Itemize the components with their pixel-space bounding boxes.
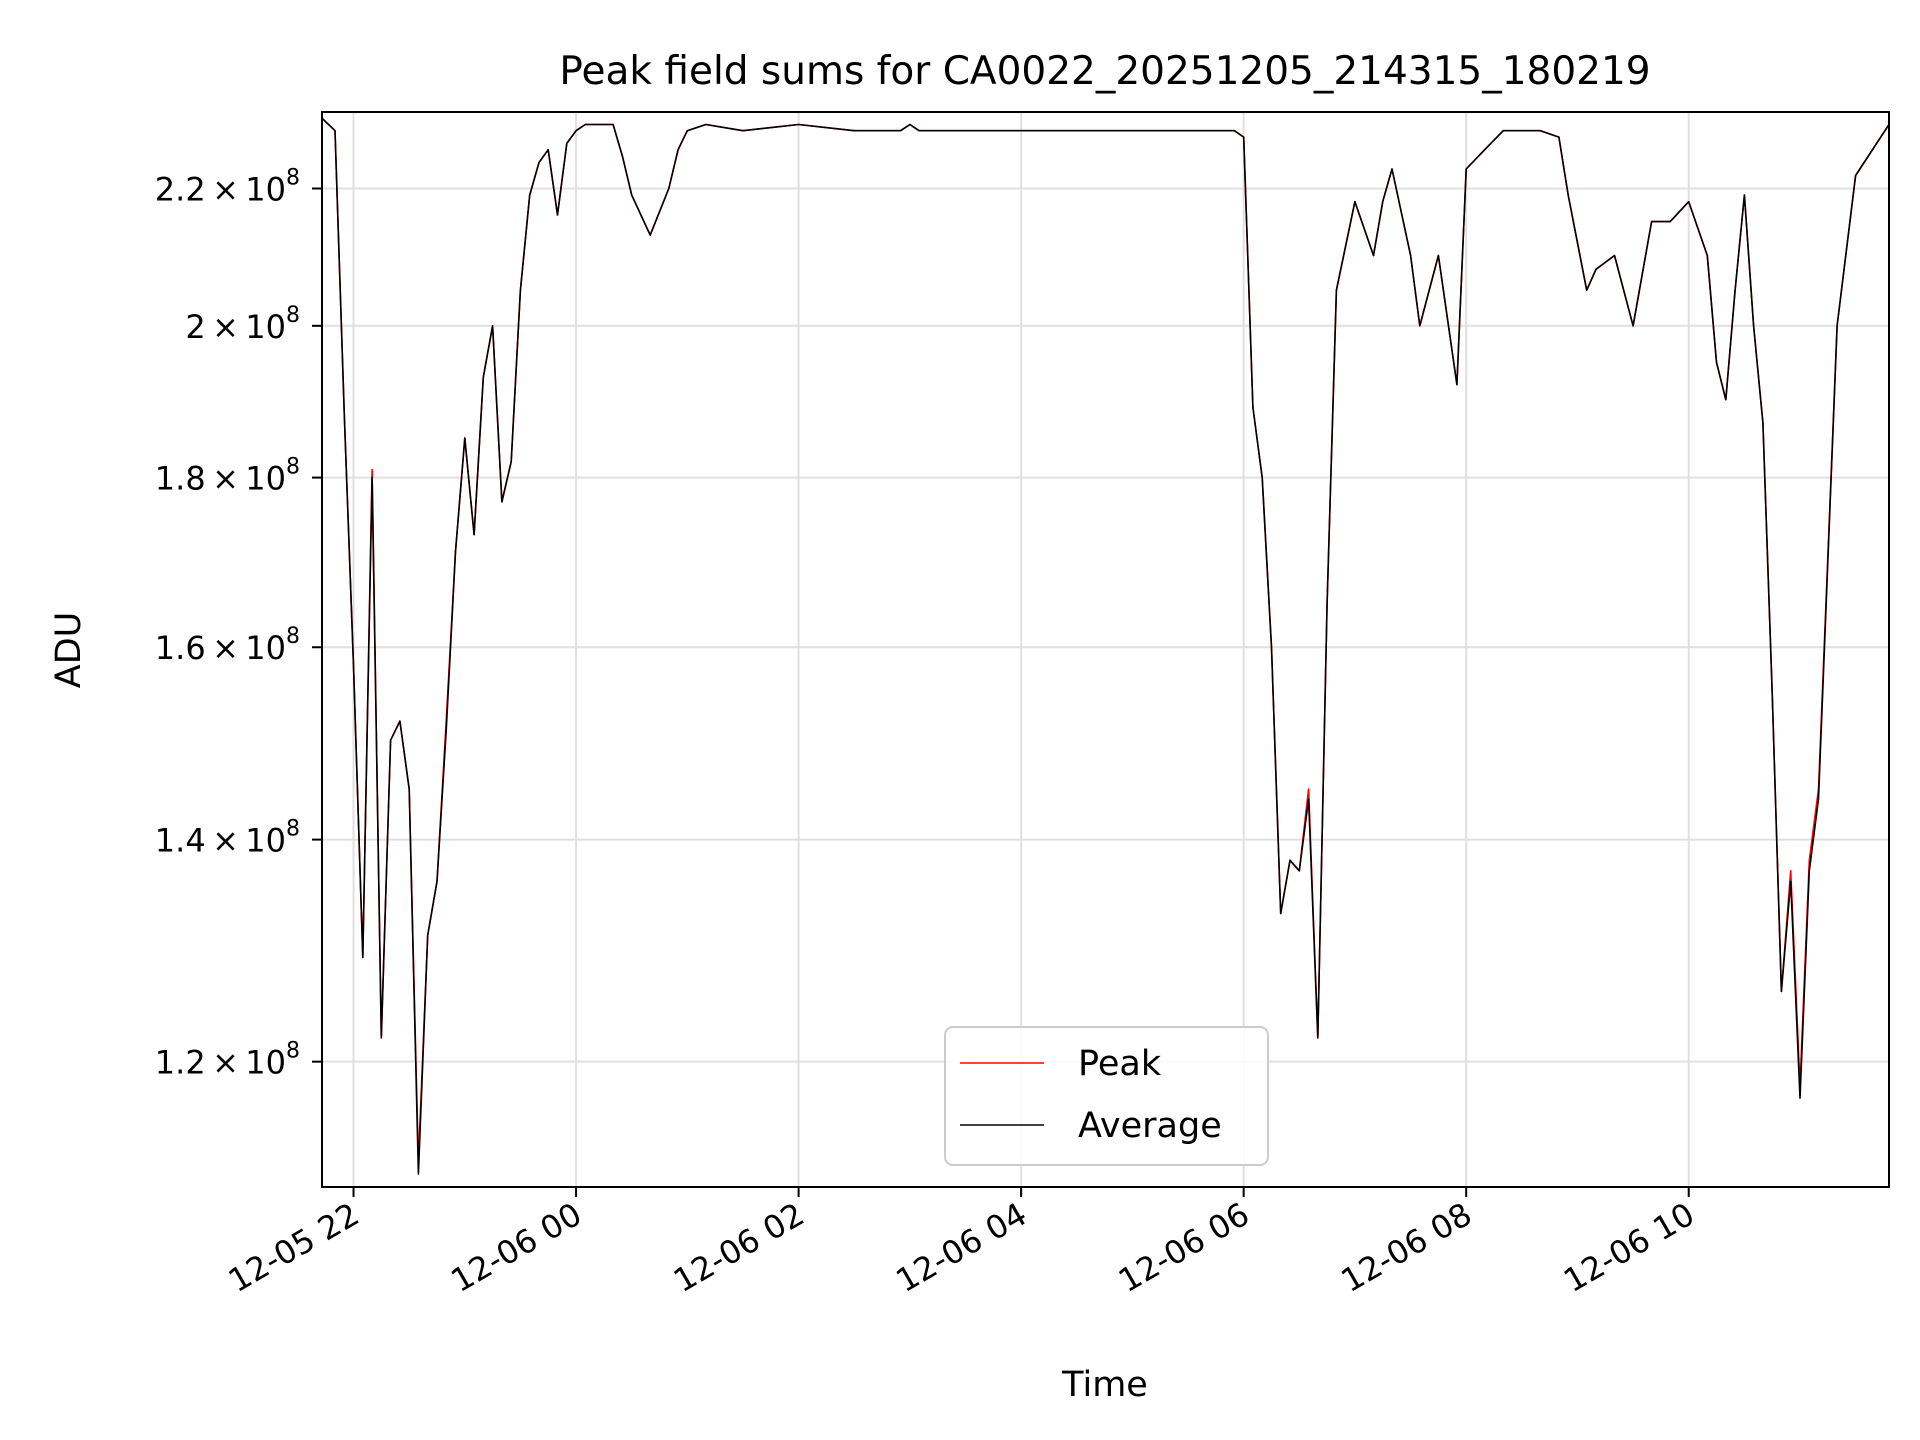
legend-label-average: Average — [1078, 1106, 1222, 1146]
y-tick-label: 1.2 × 108 — [155, 1039, 300, 1082]
y-tick-label: 1.6 × 108 — [155, 624, 300, 667]
y-tick-label: 2 × 108 — [185, 303, 300, 346]
legend-label-peak: Peak — [1078, 1044, 1162, 1084]
y-tick-label: 1.4 × 108 — [155, 817, 300, 860]
gridlines — [322, 112, 1889, 1187]
series-line-average — [321, 117, 1890, 1175]
legend: Peak Average — [944, 1026, 1269, 1166]
x-axis-label: Time — [1061, 1365, 1148, 1405]
y-tick-label: 2.2 × 108 — [155, 166, 300, 209]
chart-title: Peak field sums for CA0022_20251205_2143… — [559, 49, 1650, 94]
y-axis-label: ADU — [49, 612, 89, 689]
y-tick-label: 1.8 × 108 — [155, 455, 300, 498]
series-lines — [321, 117, 1890, 1175]
y-axis-ticks: 1.2 × 108 1.4 × 108 1.6 × 108 1.8 × 108 2 × … — [155, 166, 322, 1082]
legend-box — [944, 1026, 1269, 1166]
plot-frame — [321, 111, 1890, 1188]
